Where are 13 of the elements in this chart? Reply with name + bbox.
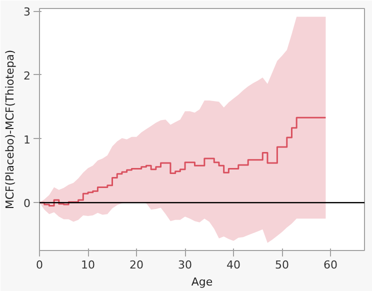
x-tick-label: 0 xyxy=(36,258,43,272)
y-tick-label: 3 xyxy=(24,6,30,19)
x-axis-title: Age xyxy=(191,276,213,288)
y-tick-label: 2 xyxy=(24,69,30,82)
x-tick-label: 20 xyxy=(130,258,144,272)
x-tick-label: 50 xyxy=(275,258,290,272)
y-tick-label: 0 xyxy=(24,197,30,210)
x-tick-label: 60 xyxy=(324,258,338,272)
x-tick-label: 10 xyxy=(81,258,96,272)
x-tick-label: 40 xyxy=(226,258,241,272)
y-axis-title: MCF(Placebo)-MCF(Thiotepa) xyxy=(4,50,16,210)
y-tick-label: 1 xyxy=(24,133,30,146)
x-tick-label: 30 xyxy=(178,258,192,272)
